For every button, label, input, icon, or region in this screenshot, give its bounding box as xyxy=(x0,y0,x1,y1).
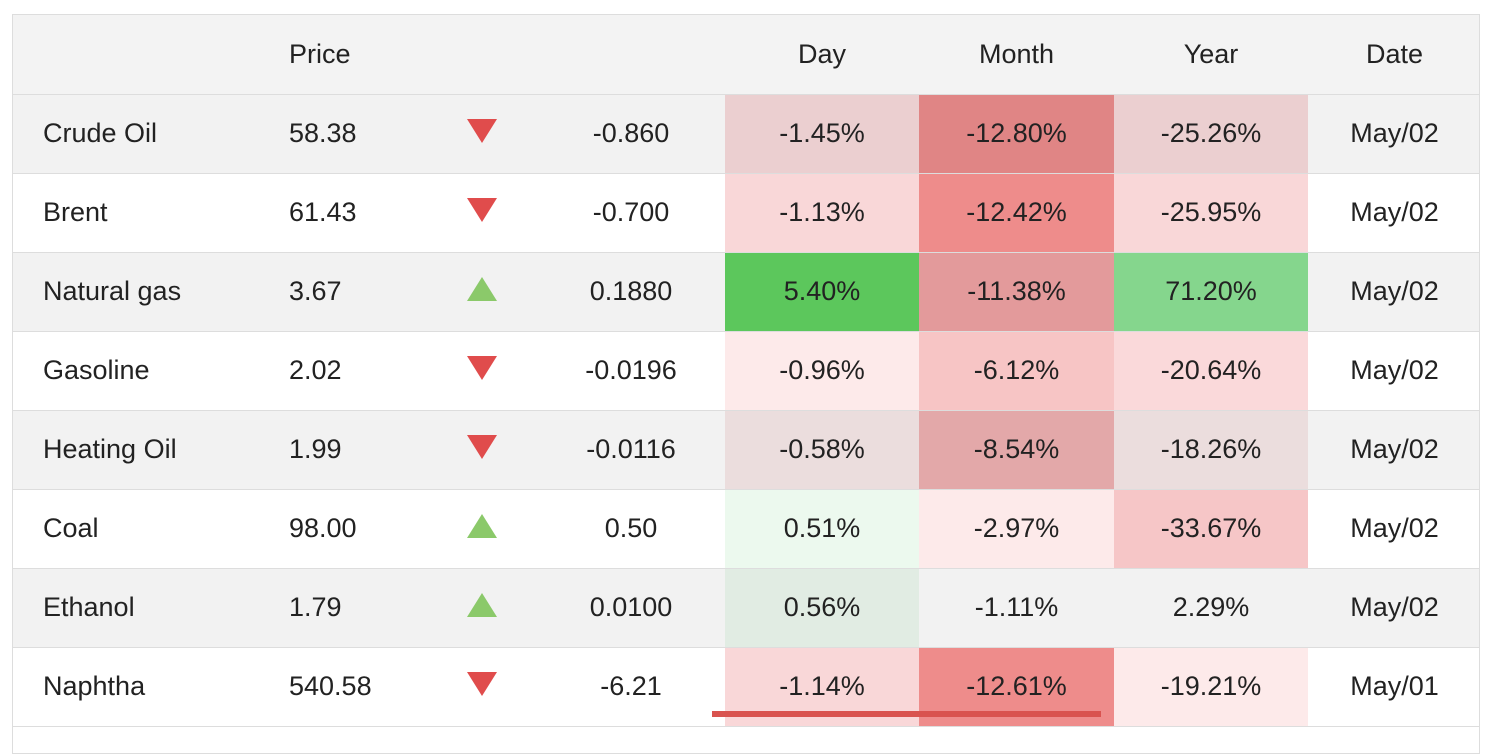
price-cell: 58.38 xyxy=(259,94,427,174)
table-row[interactable]: Natural gas 3.67 0.1880 5.40% -11.38% 71.20% M… xyxy=(13,252,1479,332)
commodities-table-container: Price Day Month Year Date Crude Oil 58.38… xyxy=(12,14,1480,754)
direction-cell xyxy=(427,252,537,332)
change-cell: -0.860 xyxy=(537,94,725,174)
day-change-cell: -0.96% xyxy=(725,331,919,411)
date-cell: May/02 xyxy=(1308,489,1479,569)
price-cell: 2.02 xyxy=(259,331,427,411)
date-cell: May/02 xyxy=(1308,568,1479,648)
triangle-down-icon xyxy=(467,355,497,380)
direction-cell xyxy=(427,489,537,569)
price-cell: 98.00 xyxy=(259,489,427,569)
table-row[interactable]: Crude Oil 58.38 -0.860 -1.45% -12.80% -25.26%… xyxy=(13,94,1479,174)
year-change-cell: -19.21% xyxy=(1114,647,1308,727)
year-change-cell: -25.26% xyxy=(1114,94,1308,174)
triangle-up-icon xyxy=(467,276,497,301)
header-price[interactable]: Price xyxy=(259,15,427,95)
day-change-cell: -1.45% xyxy=(725,94,919,174)
table-row[interactable]: Naphtha 540.58 -6.21 -1.14% -12.61% -19.21% Ma… xyxy=(13,647,1479,727)
table-body: Crude Oil 58.38 -0.860 -1.45% -12.80% -25.26%… xyxy=(13,94,1479,727)
table-row[interactable]: Gasoline 2.02 -0.0196 -0.96% -6.12% -20.64% Ma… xyxy=(13,331,1479,411)
direction-cell xyxy=(427,331,537,411)
commodity-name-link[interactable]: Gasoline xyxy=(13,331,259,411)
month-change-cell: -6.12% xyxy=(919,331,1114,411)
table-row[interactable]: Ethanol 1.79 0.0100 0.56% -1.11% 2.29% May/02 xyxy=(13,568,1479,648)
change-cell: -0.700 xyxy=(537,173,725,253)
price-cell: 61.43 xyxy=(259,173,427,253)
commodity-name-link[interactable]: Ethanol xyxy=(13,568,259,648)
day-change-cell: 0.51% xyxy=(725,489,919,569)
day-change-cell: 5.40% xyxy=(725,252,919,332)
triangle-up-icon xyxy=(467,592,497,617)
year-change-cell: -20.64% xyxy=(1114,331,1308,411)
date-cell: May/02 xyxy=(1308,173,1479,253)
direction-cell xyxy=(427,410,537,490)
year-change-cell: -33.67% xyxy=(1114,489,1308,569)
day-change-cell: 0.56% xyxy=(725,568,919,648)
triangle-down-icon xyxy=(467,671,497,696)
table-header: Price Day Month Year Date xyxy=(13,15,1479,95)
header-change xyxy=(537,15,725,95)
month-change-cell: -2.97% xyxy=(919,489,1114,569)
triangle-down-icon xyxy=(467,118,497,143)
month-change-cell: -12.42% xyxy=(919,173,1114,253)
year-change-cell: -18.26% xyxy=(1114,410,1308,490)
price-cell: 1.99 xyxy=(259,410,427,490)
date-cell: May/01 xyxy=(1308,647,1479,727)
date-cell: May/02 xyxy=(1308,410,1479,490)
triangle-up-icon xyxy=(467,513,497,538)
change-cell: 0.50 xyxy=(537,489,725,569)
month-change-cell: -1.11% xyxy=(919,568,1114,648)
date-cell: May/02 xyxy=(1308,252,1479,332)
direction-cell xyxy=(427,647,537,727)
table-row[interactable]: Coal 98.00 0.50 0.51% -2.97% -33.67% May/02 xyxy=(13,489,1479,569)
day-change-cell: -0.58% xyxy=(725,410,919,490)
year-change-cell: 71.20% xyxy=(1114,252,1308,332)
change-cell: 0.0100 xyxy=(537,568,725,648)
price-cell: 3.67 xyxy=(259,252,427,332)
commodity-name-link[interactable]: Naphtha xyxy=(13,647,259,727)
change-cell: 0.1880 xyxy=(537,252,725,332)
change-cell: -6.21 xyxy=(537,647,725,727)
triangle-down-icon xyxy=(467,434,497,459)
commodity-name-link[interactable]: Heating Oil xyxy=(13,410,259,490)
header-day[interactable]: Day xyxy=(725,15,919,95)
date-cell: May/02 xyxy=(1308,94,1479,174)
commodities-table: Price Day Month Year Date Crude Oil 58.38… xyxy=(13,15,1479,727)
month-change-cell: -11.38% xyxy=(919,252,1114,332)
direction-cell xyxy=(427,94,537,174)
commodity-name-link[interactable]: Crude Oil xyxy=(13,94,259,174)
header-month[interactable]: Month xyxy=(919,15,1114,95)
header-year[interactable]: Year xyxy=(1114,15,1308,95)
header-arrow xyxy=(427,15,537,95)
day-change-cell: -1.13% xyxy=(725,173,919,253)
price-cell: 540.58 xyxy=(259,647,427,727)
header-row: Price Day Month Year Date xyxy=(13,15,1479,95)
month-change-cell: -12.80% xyxy=(919,94,1114,174)
price-cell: 1.79 xyxy=(259,568,427,648)
date-cell: May/02 xyxy=(1308,331,1479,411)
commodity-name-link[interactable]: Brent xyxy=(13,173,259,253)
next-row-cutoff xyxy=(712,711,1101,717)
table-row[interactable]: Heating Oil 1.99 -0.0116 -0.58% -8.54% -18.26… xyxy=(13,410,1479,490)
direction-cell xyxy=(427,173,537,253)
direction-cell xyxy=(427,568,537,648)
triangle-down-icon xyxy=(467,197,497,222)
month-change-cell: -8.54% xyxy=(919,410,1114,490)
commodity-name-link[interactable]: Natural gas xyxy=(13,252,259,332)
year-change-cell: -25.95% xyxy=(1114,173,1308,253)
year-change-cell: 2.29% xyxy=(1114,568,1308,648)
header-name xyxy=(13,15,259,95)
commodity-name-link[interactable]: Coal xyxy=(13,489,259,569)
change-cell: -0.0116 xyxy=(537,410,725,490)
table-row[interactable]: Brent 61.43 -0.700 -1.13% -12.42% -25.95% May/… xyxy=(13,173,1479,253)
change-cell: -0.0196 xyxy=(537,331,725,411)
header-date[interactable]: Date xyxy=(1308,15,1479,95)
